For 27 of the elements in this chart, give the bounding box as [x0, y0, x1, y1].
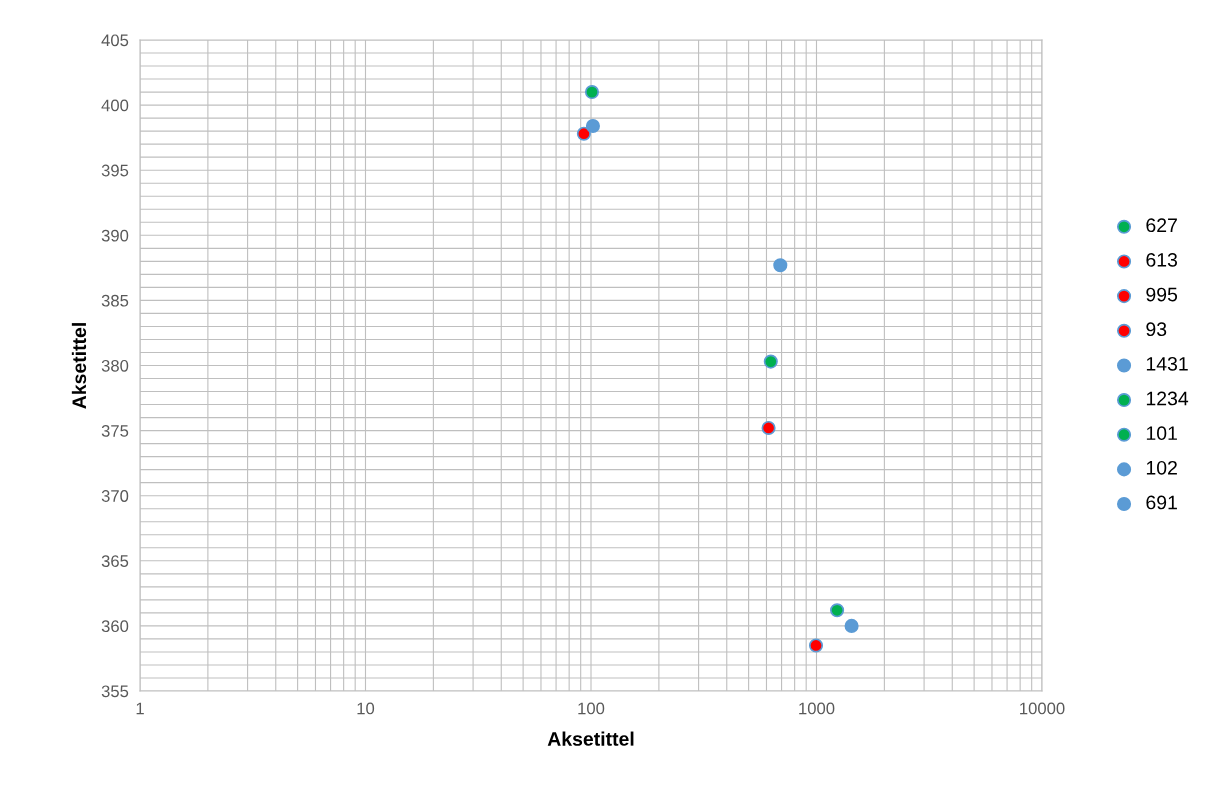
y-tick-label: 385: [101, 294, 129, 307]
legend-label: 995: [1146, 287, 1178, 302]
x-axis-title: Aksetittel: [547, 731, 634, 746]
legend-label: 1234: [1146, 391, 1189, 406]
legend-label: 691: [1146, 495, 1177, 510]
y-tick-label: 370: [101, 490, 129, 502]
y-tick-label: 365: [101, 555, 129, 567]
legend-label: 93: [1146, 322, 1167, 337]
y-tick-label: 355: [101, 685, 129, 698]
x-tick-label: 1000: [799, 702, 835, 715]
y-tick-label: 360: [101, 620, 129, 633]
x-tick-label: 10: [357, 702, 375, 715]
y-tick-label: 405: [101, 34, 129, 47]
legend-label: 627: [1146, 218, 1177, 233]
y-tick-label: 400: [101, 99, 129, 112]
y-axis-title: Aksetittel: [71, 323, 87, 409]
legend-label: 102: [1146, 460, 1177, 475]
legend-label: 1431: [1146, 356, 1188, 371]
y-tick-label: 390: [101, 229, 129, 242]
legend-label: 101: [1146, 426, 1177, 441]
x-tick-label: 100: [578, 702, 605, 715]
y-tick-label: 380: [101, 359, 129, 372]
x-tick-label: 1: [136, 702, 144, 715]
legend-label: 613: [1146, 252, 1178, 267]
y-tick-label: 375: [101, 425, 129, 437]
y-tick-label: 395: [101, 164, 129, 177]
x-tick-label: 10000: [1020, 702, 1065, 715]
